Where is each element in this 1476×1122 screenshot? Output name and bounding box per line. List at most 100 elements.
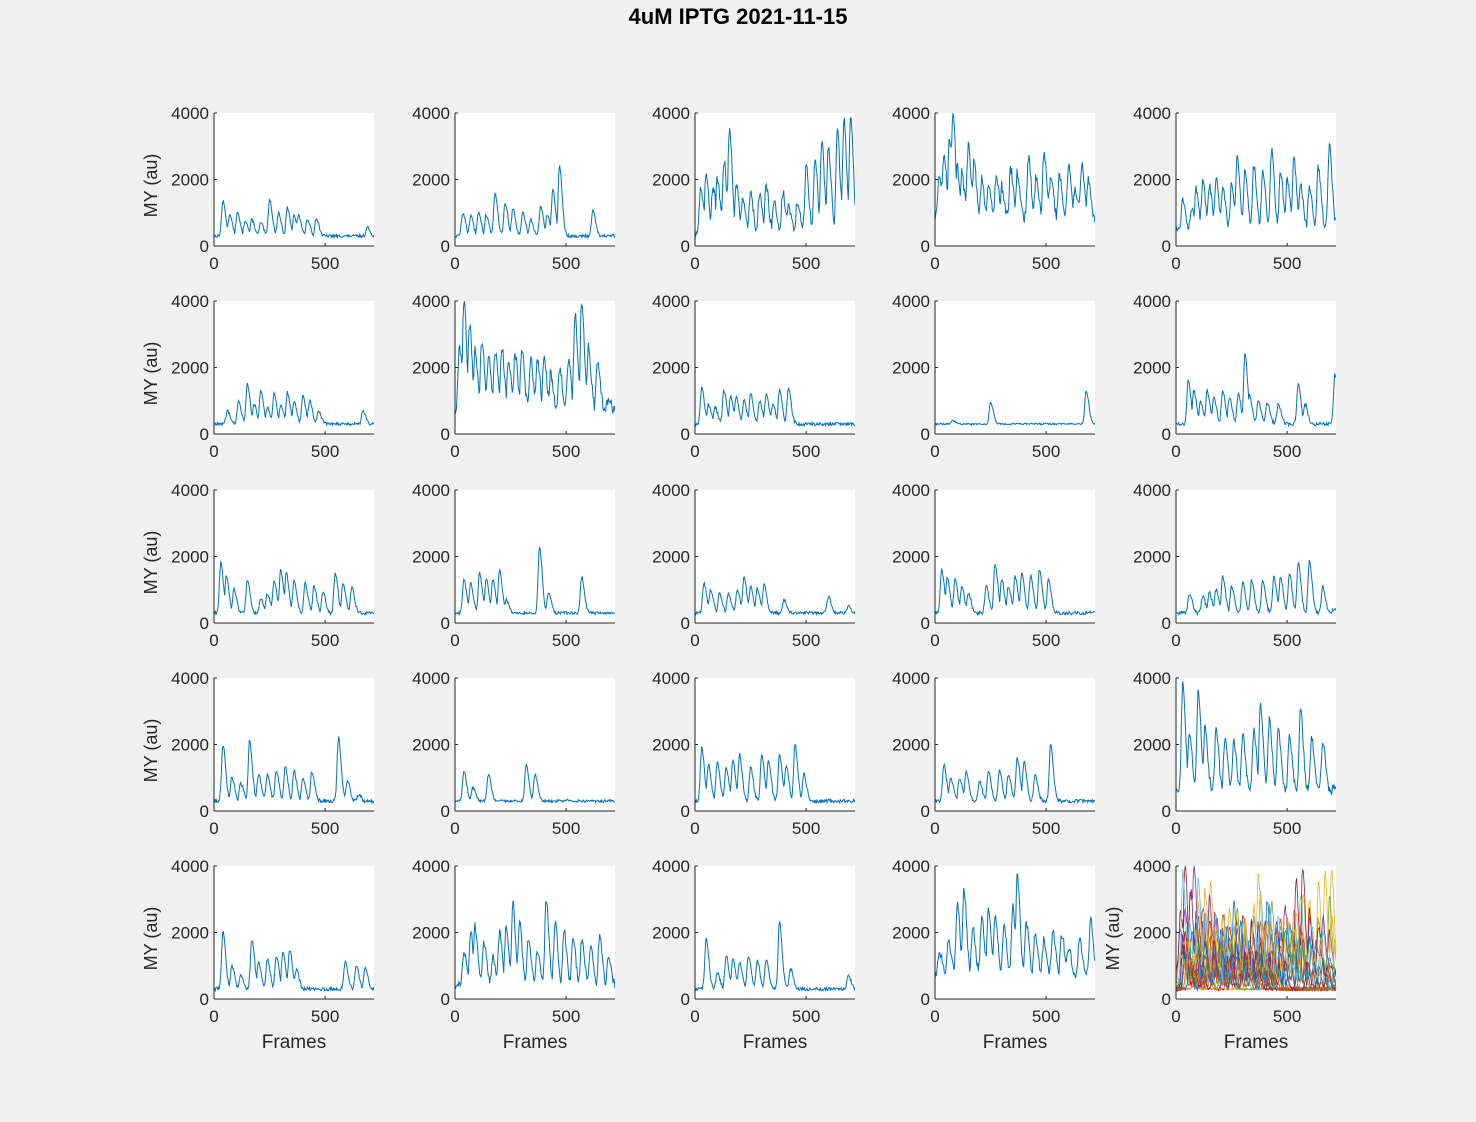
y-tick-label: 4000 [412,481,450,500]
y-tick-label: 0 [921,425,930,444]
series-line [1176,559,1336,617]
y-tick-label: 0 [441,802,450,821]
y-tick-label: 2000 [412,924,450,943]
axes-background [935,866,1095,999]
x-tick-label: 0 [209,1007,218,1026]
y-tick-label: 2000 [171,171,209,190]
x-tick-label: 500 [1273,254,1301,273]
axes-background [935,301,1095,434]
series-line [935,563,1095,617]
y-tick-label: 4000 [652,481,690,500]
axes-background [455,678,615,811]
series-line [1176,900,1336,990]
x-tick-label: 500 [311,631,339,650]
x-tick-label: 500 [792,631,820,650]
x-tick-label: 0 [450,819,459,838]
axes-background [695,678,855,811]
y-tick-label: 2000 [652,171,690,190]
series-line [455,165,615,240]
series-line [935,743,1095,805]
y-tick-label: 4000 [652,104,690,123]
x-axis-label: Frames [1224,1032,1288,1053]
y-tick-label: 0 [200,237,209,256]
axes-background [695,113,855,246]
y-tick-label: 0 [441,990,450,1009]
x-tick-label: 500 [1032,254,1060,273]
subplot-4: 0 2000 4000 0 500 [892,104,1095,273]
series-line [214,382,374,427]
subplot-9: 0 2000 4000 0 500 [892,292,1095,461]
y-tick-label: 0 [921,990,930,1009]
x-tick-label: 0 [209,819,218,838]
series-line [214,560,374,617]
y-axis-label: MY (au) [1103,907,1123,971]
y-tick-label: 4000 [412,292,450,311]
x-tick-label: 500 [1032,1007,1060,1026]
x-tick-label: 500 [1032,631,1060,650]
x-tick-label: 0 [1171,1007,1180,1026]
x-axis-label: Frames [743,1032,807,1053]
y-tick-label: 2000 [412,359,450,378]
x-tick-label: 0 [690,442,699,461]
series-line [455,545,615,616]
y-tick-label: 0 [1162,237,1171,256]
series-line [1176,353,1336,428]
y-tick-label: 4000 [1133,104,1171,123]
subplot-5: 0 2000 4000 0 500 [1133,104,1336,273]
y-axis-label: MY (au) [141,154,161,218]
y-tick-label: 2000 [1133,924,1171,943]
subplot-7: 0 2000 4000 0 500 [412,292,615,461]
x-axis-label: Frames [262,1032,326,1053]
y-axis-label: MY (au) [141,719,161,783]
series-line [455,900,615,990]
x-tick-label: 0 [209,254,218,273]
series-line [695,386,855,428]
y-tick-label: 2000 [892,548,930,567]
y-tick-label: 2000 [1133,548,1171,567]
series-line [935,113,1095,224]
x-tick-label: 0 [930,254,939,273]
x-tick-label: 500 [552,1007,580,1026]
y-axis-label: MY (au) [141,342,161,406]
y-tick-label: 4000 [1133,857,1171,876]
y-tick-label: 0 [921,237,930,256]
series-line [455,762,615,804]
x-tick-label: 500 [1032,442,1060,461]
y-tick-label: 4000 [892,104,930,123]
y-tick-label: 4000 [171,669,209,688]
x-tick-label: 500 [1032,819,1060,838]
series-line [695,921,855,992]
x-tick-label: 0 [690,819,699,838]
axes-background [1176,301,1336,434]
x-tick-label: 0 [930,1007,939,1026]
y-tick-label: 4000 [171,481,209,500]
y-tick-label: 2000 [652,924,690,943]
subplot-25: 0 2000 4000 0 500 MY (au) Frames [1103,857,1336,1053]
axes-background [214,490,374,623]
y-tick-label: 2000 [171,736,209,755]
axes-background [214,678,374,811]
y-tick-label: 4000 [652,669,690,688]
y-tick-label: 0 [441,425,450,444]
x-tick-label: 500 [552,254,580,273]
y-tick-label: 4000 [892,669,930,688]
x-tick-label: 0 [209,442,218,461]
series-line [695,743,855,805]
y-tick-label: 4000 [892,481,930,500]
y-axis-label: MY (au) [141,907,161,971]
x-tick-label: 500 [552,631,580,650]
series-line [1176,142,1336,232]
y-tick-label: 2000 [1133,736,1171,755]
subplot-16: 0 2000 4000 0 500 MY (au) [141,669,374,838]
y-tick-label: 4000 [652,857,690,876]
axes-background [695,866,855,999]
y-tick-label: 2000 [412,171,450,190]
subplot-20: 0 2000 4000 0 500 [1133,669,1336,838]
x-tick-label: 500 [311,819,339,838]
x-tick-label: 500 [792,442,820,461]
y-tick-label: 4000 [652,292,690,311]
subplot-21: 0 2000 4000 0 500 MY (au) Frames [141,857,374,1053]
axes-background [455,301,615,434]
y-tick-label: 0 [200,990,209,1009]
